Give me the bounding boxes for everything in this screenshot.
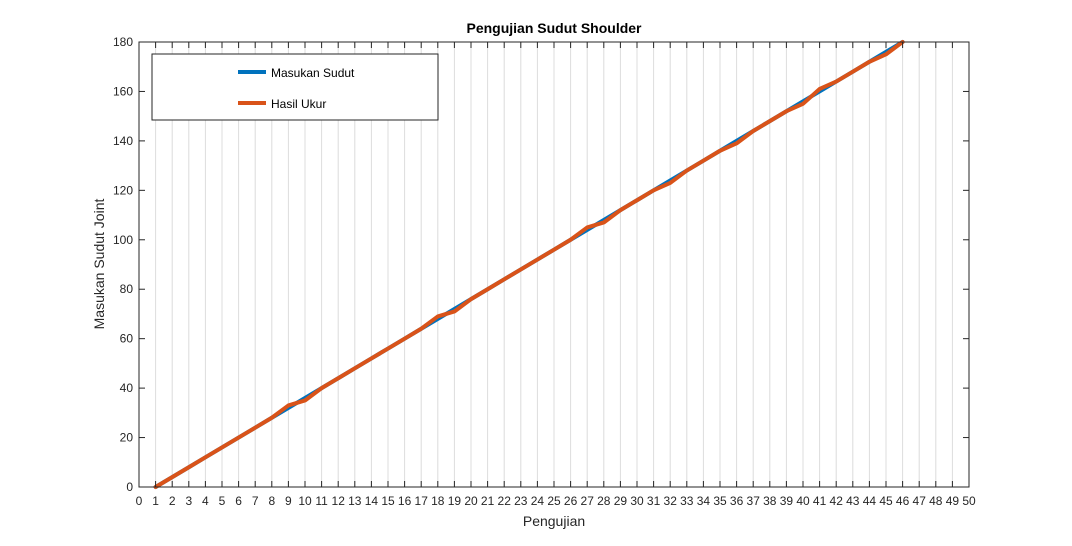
x-tick-label: 16 bbox=[398, 494, 412, 508]
x-tick-label: 49 bbox=[946, 494, 960, 508]
y-tick-label: 60 bbox=[120, 332, 134, 346]
x-tick-label: 5 bbox=[219, 494, 226, 508]
x-tick-label: 18 bbox=[431, 494, 445, 508]
x-tick-label: 12 bbox=[332, 494, 346, 508]
x-tick-label: 30 bbox=[630, 494, 644, 508]
x-tick-label: 38 bbox=[763, 494, 777, 508]
x-tick-label: 15 bbox=[381, 494, 395, 508]
x-tick-label: 34 bbox=[697, 494, 711, 508]
x-tick-label: 31 bbox=[647, 494, 661, 508]
legend-label-hasil-ukur: Hasil Ukur bbox=[271, 97, 326, 111]
x-tick-label: 43 bbox=[846, 494, 860, 508]
x-tick-label: 32 bbox=[664, 494, 678, 508]
y-tick-label: 160 bbox=[113, 84, 133, 98]
x-tick-label: 39 bbox=[780, 494, 794, 508]
y-tick-label: 180 bbox=[113, 35, 133, 49]
x-tick-label: 25 bbox=[547, 494, 561, 508]
legend: Masukan Sudut Hasil Ukur bbox=[151, 53, 439, 121]
x-tick-label: 40 bbox=[796, 494, 810, 508]
x-tick-label: 11 bbox=[315, 494, 328, 508]
x-tick-label: 22 bbox=[498, 494, 512, 508]
axis-ticks bbox=[138, 41, 970, 488]
x-tick-label: 44 bbox=[863, 494, 877, 508]
y-axis-label: Masukan Sudut Joint bbox=[91, 199, 107, 330]
x-tick-label: 35 bbox=[713, 494, 727, 508]
chart-title: Pengujian Sudut Shoulder bbox=[467, 20, 643, 36]
x-tick-label: 41 bbox=[813, 494, 827, 508]
x-tick-label: 0 bbox=[136, 494, 143, 508]
legend-label-masukan-sudut: Masukan Sudut bbox=[271, 66, 355, 80]
x-tick-label: 27 bbox=[581, 494, 595, 508]
x-tick-label: 21 bbox=[481, 494, 495, 508]
x-tick-label: 2 bbox=[169, 494, 176, 508]
y-tick-labels: 0 20 40 60 80 100 120 140 160 180 bbox=[113, 35, 133, 494]
y-tick-label: 0 bbox=[126, 480, 133, 494]
x-tick-label: 45 bbox=[879, 494, 893, 508]
x-tick-label: 8 bbox=[268, 494, 275, 508]
x-tick-label: 4 bbox=[202, 494, 209, 508]
x-tick-label: 19 bbox=[448, 494, 462, 508]
y-tick-label: 120 bbox=[113, 183, 133, 197]
x-tick-label: 29 bbox=[614, 494, 628, 508]
x-tick-label: 23 bbox=[514, 494, 528, 508]
x-tick-label: 50 bbox=[962, 494, 976, 508]
x-axis-label: Pengujian bbox=[523, 513, 585, 529]
x-tick-label: 3 bbox=[185, 494, 192, 508]
y-tick-label: 20 bbox=[120, 431, 134, 445]
x-tick-label: 6 bbox=[235, 494, 242, 508]
y-tick-label: 80 bbox=[120, 282, 134, 296]
x-tick-labels: 0 1 2 3 4 5 6 7 8 9 10 11 12 13 14 15 16 17 18 19 20 21 22 23 24… bbox=[136, 494, 976, 508]
series-lines bbox=[153, 40, 905, 489]
x-tick-label: 20 bbox=[464, 494, 478, 508]
x-tick-label: 48 bbox=[929, 494, 943, 508]
x-tick-label: 13 bbox=[348, 494, 362, 508]
y-tick-label: 140 bbox=[113, 134, 133, 148]
x-tick-label: 36 bbox=[730, 494, 744, 508]
y-tick-label: 100 bbox=[113, 233, 133, 247]
x-tick-label: 33 bbox=[680, 494, 694, 508]
x-tick-label: 42 bbox=[830, 494, 844, 508]
legend-box bbox=[151, 53, 439, 121]
x-tick-label: 17 bbox=[415, 494, 429, 508]
x-tick-label: 47 bbox=[913, 494, 927, 508]
x-tick-label: 24 bbox=[531, 494, 545, 508]
x-tick-label: 28 bbox=[597, 494, 611, 508]
x-tick-label: 37 bbox=[747, 494, 761, 508]
x-tick-label: 26 bbox=[564, 494, 578, 508]
x-tick-label: 14 bbox=[365, 494, 379, 508]
x-tick-label: 7 bbox=[252, 494, 259, 508]
y-tick-label: 40 bbox=[120, 381, 134, 395]
series-line-hasil-ukur bbox=[153, 40, 905, 489]
x-tick-label: 1 bbox=[152, 494, 159, 508]
x-tick-label: 46 bbox=[896, 494, 910, 508]
x-tick-label: 9 bbox=[285, 494, 292, 508]
x-tick-label: 10 bbox=[298, 494, 312, 508]
